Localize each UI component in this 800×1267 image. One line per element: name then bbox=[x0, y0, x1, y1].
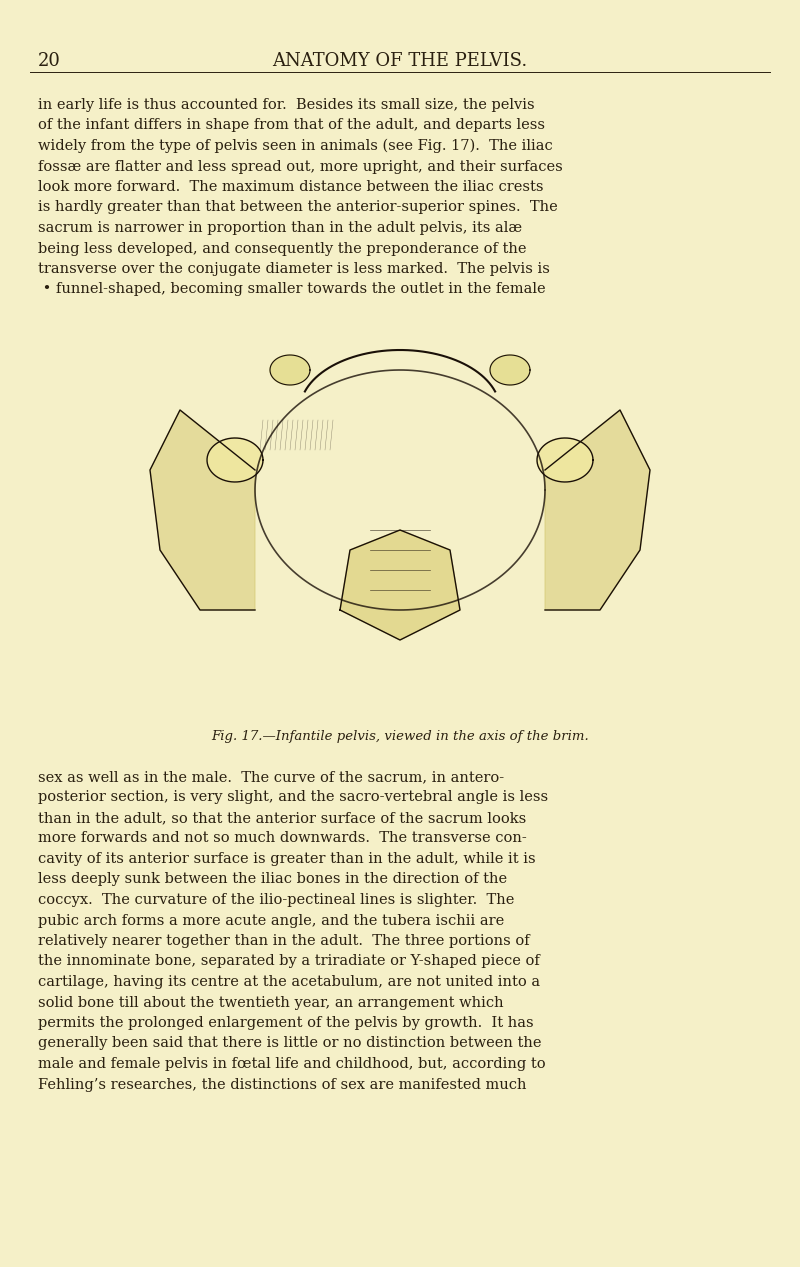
Text: permits the prolonged enlargement of the pelvis by growth.  It has: permits the prolonged enlargement of the… bbox=[38, 1016, 534, 1030]
Polygon shape bbox=[150, 411, 255, 609]
Text: is hardly greater than that between the anterior-superior spines.  The: is hardly greater than that between the … bbox=[38, 200, 558, 214]
Text: than in the adult, so that the anterior surface of the sacrum looks: than in the adult, so that the anterior … bbox=[38, 811, 526, 825]
Polygon shape bbox=[537, 438, 593, 481]
Text: 20: 20 bbox=[38, 52, 61, 70]
Text: more forwards and not so much downwards.  The transverse con-: more forwards and not so much downwards.… bbox=[38, 831, 526, 845]
Text: coccyx.  The curvature of the ilio-pectineal lines is slighter.  The: coccyx. The curvature of the ilio-pectin… bbox=[38, 893, 514, 907]
Text: look more forward.  The maximum distance between the iliac crests: look more forward. The maximum distance … bbox=[38, 180, 543, 194]
Text: posterior section, is very slight, and the sacro-vertebral angle is less: posterior section, is very slight, and t… bbox=[38, 791, 548, 805]
Text: relatively nearer together than in the adult.  The three portions of: relatively nearer together than in the a… bbox=[38, 934, 530, 948]
Text: widely from the type of pelvis seen in animals (see Fig. 17).  The iliac: widely from the type of pelvis seen in a… bbox=[38, 139, 553, 153]
Text: in early life is thus accounted for.  Besides its small size, the pelvis: in early life is thus accounted for. Bes… bbox=[38, 98, 534, 111]
Text: male and female pelvis in fœtal life and childhood, but, according to: male and female pelvis in fœtal life and… bbox=[38, 1057, 546, 1071]
Text: being less developed, and consequently the preponderance of the: being less developed, and consequently t… bbox=[38, 242, 526, 256]
Polygon shape bbox=[490, 355, 530, 385]
Text: fossæ are flatter and less spread out, more upright, and their surfaces: fossæ are flatter and less spread out, m… bbox=[38, 160, 562, 174]
Text: solid bone till about the twentieth year, an arrangement which: solid bone till about the twentieth year… bbox=[38, 996, 504, 1010]
Text: Fig. 17.—Infantile pelvis, viewed in the axis of the brim.: Fig. 17.—Infantile pelvis, viewed in the… bbox=[211, 730, 589, 742]
Text: transverse over the conjugate diameter is less marked.  The pelvis is: transverse over the conjugate diameter i… bbox=[38, 262, 550, 276]
Text: ANATOMY OF THE PELVIS.: ANATOMY OF THE PELVIS. bbox=[272, 52, 528, 70]
Text: pubic arch forms a more acute angle, and the tubera ischii are: pubic arch forms a more acute angle, and… bbox=[38, 914, 504, 927]
Text: sex as well as in the male.  The curve of the sacrum, in antero-: sex as well as in the male. The curve of… bbox=[38, 770, 504, 784]
Polygon shape bbox=[545, 411, 650, 609]
Polygon shape bbox=[340, 530, 460, 640]
Text: Fehling’s researches, the distinctions of sex are manifested much: Fehling’s researches, the distinctions o… bbox=[38, 1077, 526, 1091]
Text: the innominate bone, separated by a triradiate or Y-shaped piece of: the innominate bone, separated by a trir… bbox=[38, 954, 540, 968]
Text: • funnel-shaped, becoming smaller towards the outlet in the female: • funnel-shaped, becoming smaller toward… bbox=[38, 283, 546, 296]
Text: generally been said that there is little or no distinction between the: generally been said that there is little… bbox=[38, 1036, 542, 1050]
Polygon shape bbox=[207, 438, 263, 481]
Polygon shape bbox=[270, 355, 310, 385]
Text: cavity of its anterior surface is greater than in the adult, while it is: cavity of its anterior surface is greate… bbox=[38, 851, 536, 867]
Text: sacrum is narrower in proportion than in the adult pelvis, its alæ: sacrum is narrower in proportion than in… bbox=[38, 220, 522, 234]
Text: cartilage, having its centre at the acetabulum, are not united into a: cartilage, having its centre at the acet… bbox=[38, 976, 540, 990]
Bar bbox=[130, 310, 670, 710]
Text: of the infant differs in shape from that of the adult, and departs less: of the infant differs in shape from that… bbox=[38, 119, 545, 133]
Text: less deeply sunk between the iliac bones in the direction of the: less deeply sunk between the iliac bones… bbox=[38, 873, 507, 887]
